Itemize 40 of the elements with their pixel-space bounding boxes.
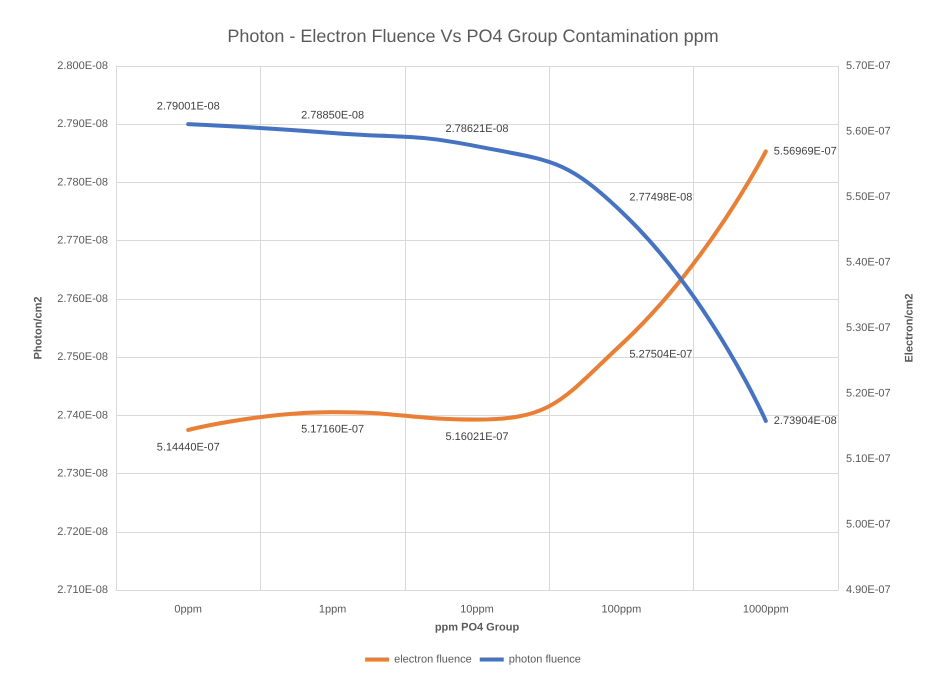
y2-tick-label: 5.00E-07 xyxy=(846,518,891,530)
data-label: 5.16021E-07 xyxy=(446,431,508,444)
data-label: 2.79001E-08 xyxy=(156,100,220,113)
data-label: 2.78621E-08 xyxy=(446,122,508,135)
y-tick-label: 2.740E-08 xyxy=(57,409,108,422)
y-tick-label: 2.780E-08 xyxy=(57,176,108,188)
y2-tick-label: 5.70E-07 xyxy=(846,60,891,72)
data-label: 5.27504E-07 xyxy=(629,348,692,360)
chart-title: Photon - Electron Fluence Vs PO4 Group Contamination ppm xyxy=(227,26,719,46)
y-tick-label: 2.770E-08 xyxy=(57,234,108,247)
x-axis-title: ppm PO4 Group xyxy=(434,622,520,634)
y-tick-label: 2.720E-08 xyxy=(57,526,108,538)
y2-tick-label: 5.30E-07 xyxy=(846,322,891,334)
y-tick-label: 2.750E-08 xyxy=(57,351,108,364)
y-tick-label: 2.800E-08 xyxy=(57,60,108,72)
data-label: 2.73904E-08 xyxy=(774,414,837,427)
x-tick-label: 10ppm xyxy=(460,604,494,616)
y-tick-label: 2.730E-08 xyxy=(57,468,108,480)
y2-tick-label: 5.40E-07 xyxy=(846,256,891,268)
y2-tick-label: 4.90E-07 xyxy=(846,584,891,596)
y-tick-label: 2.790E-08 xyxy=(57,118,108,130)
y2-tick-label: 5.10E-07 xyxy=(846,453,891,465)
data-label: 5.17160E-07 xyxy=(301,424,364,436)
legend-label: electron fluence xyxy=(394,654,472,666)
x-tick-label: 0ppm xyxy=(174,604,202,616)
y2-tick-label: 5.60E-07 xyxy=(846,126,891,138)
y2-axis-title: Electron/cm2 xyxy=(904,293,916,363)
data-label: 2.77498E-08 xyxy=(629,192,692,204)
x-tick-label: 1000ppm xyxy=(742,604,789,616)
y-tick-label: 2.760E-08 xyxy=(57,292,108,305)
y-axis-title: Photon/cm2 xyxy=(32,296,44,360)
data-label: 2.78850E-08 xyxy=(301,109,364,122)
y-tick-label: 2.710E-08 xyxy=(57,584,108,596)
legend-label: photon fluence xyxy=(508,654,581,666)
y2-tick-label: 5.20E-07 xyxy=(846,388,891,400)
data-label: 5.14440E-07 xyxy=(156,441,220,454)
data-label: 5.56969E-07 xyxy=(774,145,837,158)
x-tick-label: 100ppm xyxy=(602,604,642,616)
x-tick-label: 1ppm xyxy=(318,604,346,616)
y2-tick-label: 5.50E-07 xyxy=(846,191,891,203)
